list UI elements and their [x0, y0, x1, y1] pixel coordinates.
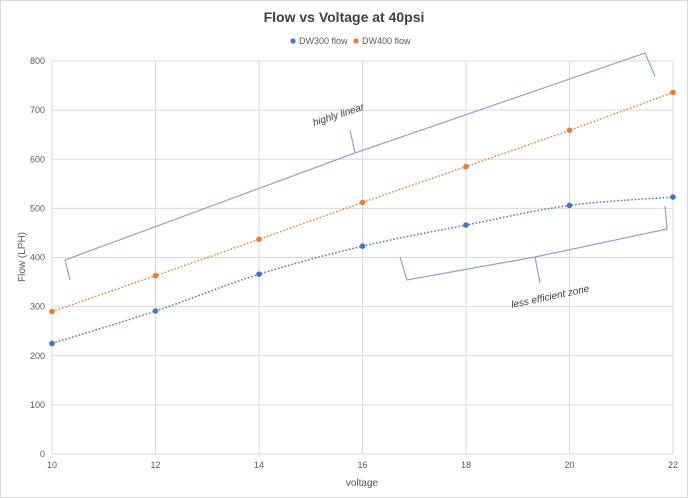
data-point-series-1 — [670, 89, 676, 96]
legend: DW300 flow DW400 flow — [290, 36, 411, 46]
legend-marker-dw300 — [290, 38, 296, 44]
data-point-series-0 — [463, 222, 469, 228]
y-tick-label: 200 — [30, 351, 45, 361]
axes: 0 100 200 300 400 500 600 700 800 10 12 14 16 18 20 22 — [30, 56, 678, 470]
legend-marker-dw400 — [353, 38, 359, 44]
x-axis-title: voltage — [346, 478, 379, 489]
data-point-series-1 — [256, 236, 262, 243]
x-tick-label: 22 — [668, 460, 678, 470]
annotation-highly-linear: highly linear — [312, 102, 367, 129]
data-point-series-0 — [566, 202, 573, 209]
data-point-series-0 — [152, 308, 159, 314]
data-point-series-1 — [566, 127, 573, 134]
y-tick-label: 100 — [30, 400, 45, 410]
data-point-series-0 — [256, 271, 262, 278]
highly-linear-brace — [64, 52, 656, 281]
data-point-series-0 — [359, 243, 366, 250]
x-tick-label: 10 — [47, 460, 57, 470]
data-point-series-0 — [49, 340, 55, 347]
x-tick-label: 12 — [150, 460, 160, 470]
x-tick-label: 18 — [461, 460, 471, 470]
x-tick-label: 16 — [357, 460, 367, 470]
gridlines — [51, 60, 674, 455]
data-point-series-1 — [359, 199, 366, 206]
x-tick-label: 14 — [254, 460, 264, 470]
y-tick-label: 800 — [30, 56, 45, 66]
y-tick-label: 600 — [30, 154, 45, 164]
y-tick-label: 0 — [40, 449, 45, 459]
y-tick-label: 700 — [30, 105, 45, 115]
data-point-series-0 — [670, 194, 676, 200]
data-point-series-1 — [463, 163, 469, 170]
y-tick-label: 300 — [30, 302, 45, 312]
y-tick-label: 500 — [30, 203, 45, 213]
series-layer — [49, 89, 676, 347]
data-point-series-1 — [49, 308, 55, 315]
less-efficient-brace — [399, 205, 668, 284]
data-point-series-1 — [152, 272, 159, 279]
legend-label-dw300: DW300 flow — [299, 36, 348, 46]
y-axis-title: Flow (LPH) — [17, 232, 28, 282]
x-tick-label: 20 — [564, 460, 574, 470]
legend-label-dw400: DW400 flow — [362, 36, 411, 46]
chart-title: Flow vs Voltage at 40psi — [264, 9, 425, 25]
y-tick-label: 400 — [30, 253, 45, 263]
